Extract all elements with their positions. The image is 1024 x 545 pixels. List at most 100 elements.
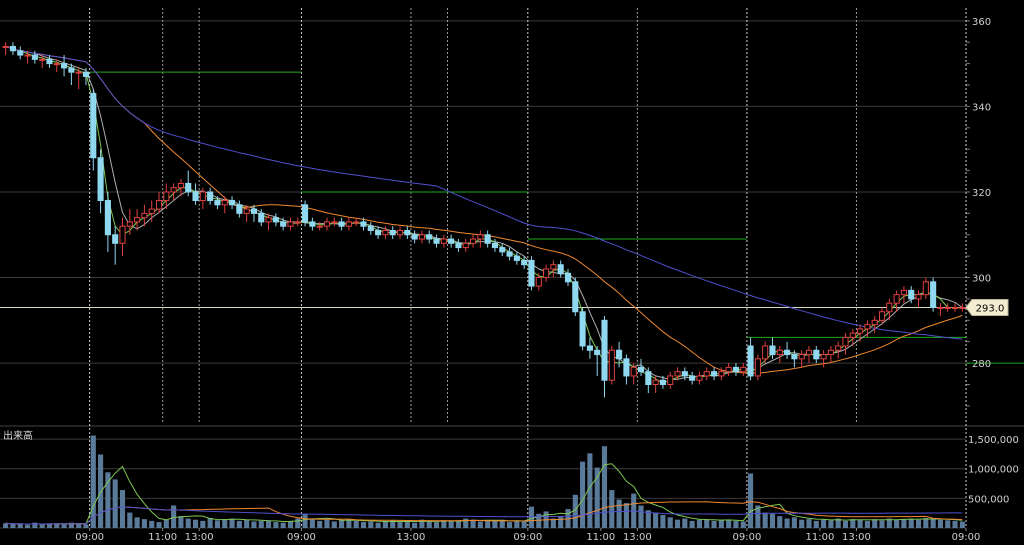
volume-bar <box>915 519 922 528</box>
current-price-tag: 293.0 <box>965 298 1009 316</box>
volume-bar <box>32 522 38 528</box>
candle-body <box>849 332 856 338</box>
volume-bar <box>419 519 425 528</box>
volume-bar <box>346 519 352 528</box>
candle-body <box>732 366 740 373</box>
volume-bar <box>638 505 644 528</box>
volume-bar <box>200 520 206 528</box>
volume-bar <box>587 453 593 528</box>
volume-bar <box>755 505 761 528</box>
candle-body <box>141 212 148 219</box>
candle-body <box>572 281 579 313</box>
volume-bar <box>353 520 359 528</box>
volume-bar <box>835 518 841 528</box>
candle-body <box>951 306 959 309</box>
volume-bar <box>171 505 177 528</box>
candle-body <box>418 234 425 240</box>
volume-bar <box>76 523 82 528</box>
volume-bar <box>733 520 739 528</box>
volume-bar <box>740 521 746 528</box>
price-tick-label: 340 <box>972 102 991 113</box>
candle-body <box>878 311 886 321</box>
volume-bar <box>645 510 651 528</box>
candle-body <box>170 187 177 193</box>
candle-body <box>813 349 820 360</box>
candle-body <box>594 349 601 356</box>
volume-bar <box>572 494 578 528</box>
volume-bar <box>178 516 184 528</box>
volume-bar <box>945 520 951 528</box>
volume-bar <box>470 519 476 528</box>
volume-bar <box>448 521 454 528</box>
volume-bar <box>762 512 768 528</box>
candle-body <box>696 375 703 381</box>
candle-body <box>104 200 111 236</box>
volume-bar <box>828 520 834 528</box>
candle-body <box>75 71 82 74</box>
candle-body <box>426 234 433 240</box>
volume-bar <box>930 519 936 528</box>
volume-bar <box>222 519 228 528</box>
volume-bar <box>185 518 191 528</box>
volume-bar <box>98 454 104 528</box>
time-tick-label: 09:00 <box>732 532 761 543</box>
volume-bar <box>105 472 111 528</box>
volume-bar <box>317 520 323 528</box>
candle-body <box>265 217 272 223</box>
volume-bar <box>214 520 220 528</box>
candle-body <box>623 358 630 377</box>
volume-bar <box>872 519 878 528</box>
volume-bar <box>207 517 213 528</box>
candle-body <box>798 354 805 360</box>
candle-body <box>46 58 53 65</box>
volume-average-lines <box>5 463 963 525</box>
candle-body <box>886 302 893 313</box>
candle-body <box>112 234 119 244</box>
candle-body <box>287 221 294 227</box>
candle-body <box>652 379 659 385</box>
volume-bar <box>127 512 133 528</box>
prev-close-levels <box>89 71 1024 364</box>
candle-body <box>90 93 97 159</box>
candle-body <box>689 375 696 381</box>
candle-body <box>243 208 250 214</box>
candle-body <box>900 289 907 296</box>
volume-bar <box>46 523 53 528</box>
volume-bar <box>952 520 958 528</box>
volume-bar <box>251 521 257 528</box>
candle-body <box>31 54 38 60</box>
volume-bar <box>609 490 615 528</box>
candle-body <box>280 221 287 227</box>
candle-body <box>637 366 645 373</box>
candle-body <box>893 294 900 304</box>
candle-body <box>827 349 834 356</box>
volume-bar <box>580 461 586 528</box>
candle-body <box>944 306 951 309</box>
candle-body <box>39 58 46 61</box>
volume-bar <box>864 520 870 528</box>
candle-body <box>484 234 491 244</box>
candle-body <box>747 345 754 377</box>
candle-body <box>477 234 484 240</box>
candle-body <box>353 221 360 224</box>
time-tick-label: 09:00 <box>952 532 981 543</box>
volume-bar <box>477 521 483 528</box>
candle-body <box>331 221 338 224</box>
candle-body <box>455 242 462 249</box>
candle-body <box>367 225 374 231</box>
session-dividers <box>89 8 967 528</box>
volume-bar <box>360 522 367 528</box>
candle-body <box>521 259 528 266</box>
volume-bar <box>441 520 447 528</box>
candle-body <box>667 375 674 385</box>
candle-body <box>134 217 141 223</box>
candle-body <box>791 354 798 360</box>
candle-body <box>433 238 440 244</box>
candle-body <box>842 336 849 347</box>
price-axis: 280 300 320 340 360 <box>972 17 991 370</box>
candle-body <box>221 200 228 206</box>
volume-bar <box>280 522 286 528</box>
candle-body <box>959 306 966 309</box>
candle-body <box>258 212 265 223</box>
